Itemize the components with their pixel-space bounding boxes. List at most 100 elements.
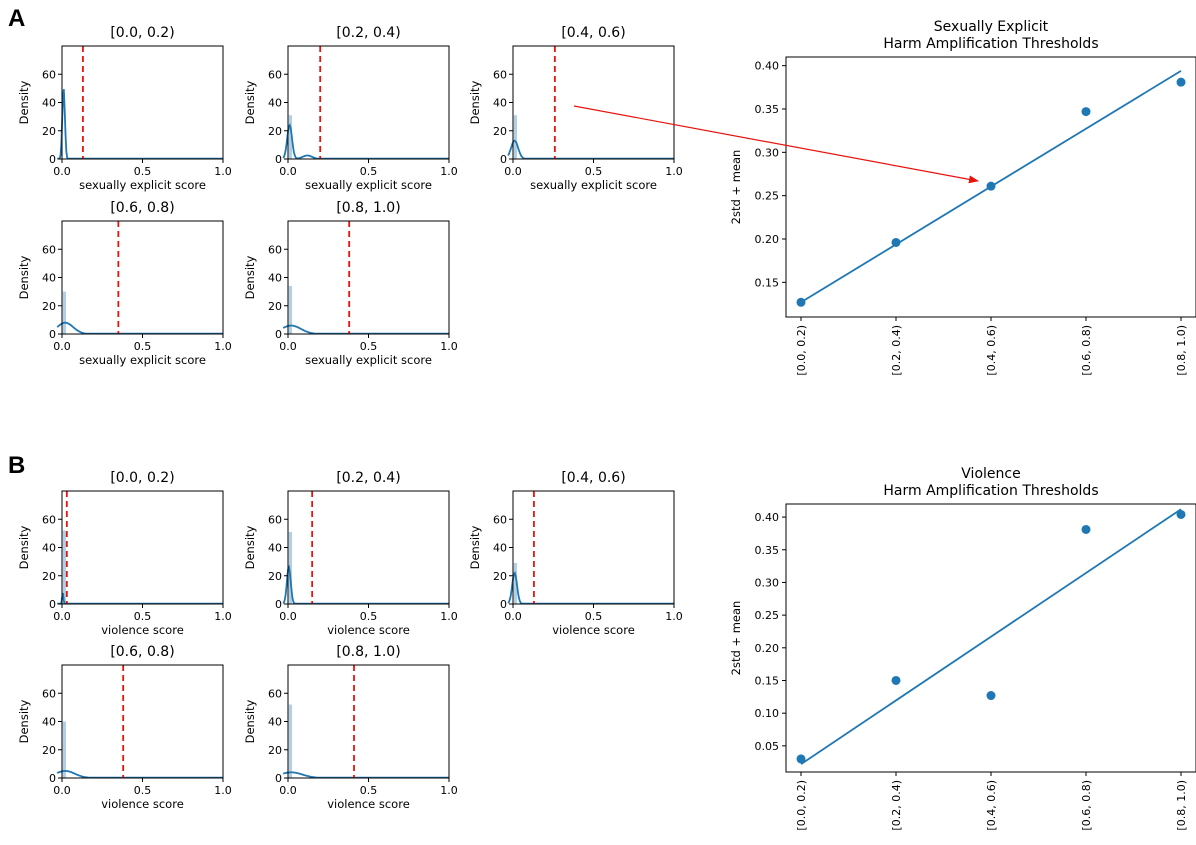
- x-axis-label: sexually explicit score: [305, 353, 432, 367]
- distribution-subplot: 0 20 40 60 0.0 0.5 1.0 [0.2, 0.4) violence score…: [243, 470, 458, 637]
- y-tick-label: 0.35: [755, 103, 780, 116]
- y-tick-label: 60: [268, 68, 282, 81]
- chart-title: Sexually Explicit: [934, 19, 1049, 35]
- axes-frame: [785, 503, 1196, 773]
- kde-curve: [507, 139, 674, 160]
- y-tick-label: 60: [268, 513, 282, 526]
- histogram-bar: [288, 704, 293, 778]
- y-tick-label: 0: [275, 772, 282, 785]
- y-tick-label: 0.15: [755, 674, 780, 687]
- y-axis-label: Density: [243, 525, 257, 569]
- y-tick-label: 0: [49, 328, 56, 341]
- subplot-title: [0.0, 0.2): [110, 470, 174, 486]
- data-point: [796, 754, 806, 764]
- x-axis-label: violence score: [101, 623, 184, 637]
- kde-curve: [507, 571, 674, 605]
- threshold-arrow: [573, 105, 979, 184]
- y-tick-label: 40: [42, 97, 56, 110]
- data-point: [1081, 524, 1091, 534]
- x-tick-label: 1.0: [440, 610, 458, 623]
- x-axis-label: sexually explicit score: [305, 178, 432, 192]
- x-tick-label: 0.0: [53, 610, 71, 623]
- y-tick-label: 60: [42, 513, 56, 526]
- y-tick-label: 20: [268, 744, 282, 757]
- axes-frame: [287, 45, 450, 160]
- x-tick-label: [0.4, 0.6): [985, 325, 998, 376]
- kde-curve: [282, 564, 449, 605]
- y-tick-label: 0.40: [755, 511, 780, 524]
- x-tick-label: 0.0: [53, 784, 71, 797]
- subplot-title: [0.6, 0.8): [110, 200, 174, 216]
- x-tick-label: 0.0: [53, 165, 71, 178]
- y-axis-label: Density: [468, 525, 482, 569]
- y-tick-label: 20: [42, 300, 56, 313]
- x-tick-label: 0.5: [134, 165, 152, 178]
- x-axis-label: violence score: [327, 623, 410, 637]
- x-tick-label: 1.0: [214, 340, 232, 353]
- x-axis-label: violence score: [327, 797, 410, 811]
- y-tick-label: 0.40: [755, 60, 780, 73]
- panel-label-b: B: [8, 452, 25, 479]
- axes-frame: [61, 45, 224, 160]
- x-tick-label: [0.8, 1.0): [1175, 325, 1188, 376]
- y-axis-label: Density: [17, 525, 31, 569]
- y-tick-label: 0: [500, 153, 507, 166]
- y-tick-label: 20: [493, 570, 507, 583]
- y-axis-label: Density: [17, 80, 31, 124]
- y-tick-label: 0: [49, 772, 56, 785]
- y-tick-label: 60: [268, 687, 282, 700]
- x-axis-label: sexually explicit score: [530, 178, 657, 192]
- y-tick-label: 40: [268, 272, 282, 285]
- y-axis-label: 2std + mean: [729, 150, 743, 225]
- data-point: [1176, 509, 1186, 519]
- histogram-bar: [288, 531, 293, 604]
- y-tick-label: 60: [42, 68, 56, 81]
- panel-label-a: A: [8, 5, 25, 32]
- y-axis-label: Density: [243, 80, 257, 124]
- y-tick-label: 40: [42, 542, 56, 555]
- x-tick-label: 1.0: [665, 610, 683, 623]
- y-tick-label: 0: [500, 598, 507, 611]
- x-tick-label: [0.6, 0.8): [1080, 780, 1093, 831]
- kde-curve: [57, 592, 223, 605]
- y-tick-label: 0.30: [755, 576, 780, 589]
- y-tick-label: 20: [268, 570, 282, 583]
- kde-curve: [56, 769, 223, 779]
- distribution-subplot: 0 20 40 60 0.0 0.5 1.0 [0.0, 0.2) violence score…: [17, 470, 232, 637]
- y-tick-label: 0: [275, 153, 282, 166]
- x-tick-label: 0.0: [279, 340, 297, 353]
- x-tick-label: 0.5: [134, 610, 152, 623]
- data-point: [986, 691, 996, 701]
- data-point: [796, 297, 806, 307]
- threshold-plot: 0.15 0.20 0.25 0.30 0.35 0.40 [0.0, 0.2) [0.2, …: [729, 19, 1196, 376]
- chart-title: Violence: [961, 466, 1020, 482]
- distribution-subplot: 0 20 40 60 0.0 0.5 1.0 [0.0, 0.2) sexually expli…: [17, 25, 232, 192]
- y-tick-label: 20: [42, 125, 56, 138]
- chart-title: Harm Amplification Thresholds: [883, 36, 1098, 52]
- x-tick-label: 0.5: [360, 610, 378, 623]
- distribution-subplot: 0 20 40 60 0.0 0.5 1.0 [0.6, 0.8) sexually expli…: [17, 200, 232, 367]
- fit-line: [800, 508, 1182, 765]
- y-axis-label: Density: [243, 699, 257, 743]
- y-tick-label: 0.30: [755, 146, 780, 159]
- x-tick-label: 0.0: [279, 784, 297, 797]
- y-tick-label: 0: [49, 153, 56, 166]
- y-tick-label: 60: [493, 68, 507, 81]
- y-tick-label: 0.10: [755, 707, 780, 720]
- y-tick-label: 0.20: [755, 642, 780, 655]
- distribution-subplot: 0 20 40 60 0.0 0.5 1.0 [0.4, 0.6) sexually expli…: [468, 25, 683, 192]
- histogram-bar: [288, 115, 293, 159]
- x-tick-label: 1.0: [665, 165, 683, 178]
- x-tick-label: 0.5: [360, 784, 378, 797]
- x-tick-label: 1.0: [214, 610, 232, 623]
- x-axis-label: violence score: [101, 797, 184, 811]
- x-axis-label: sexually explicit score: [79, 178, 206, 192]
- distribution-subplot: 0 20 40 60 0.0 0.5 1.0 [0.8, 1.0) sexually expli…: [243, 200, 458, 367]
- subplot-title: [0.6, 0.8): [110, 644, 174, 660]
- axes-frame: [287, 220, 450, 335]
- axes-frame: [512, 490, 675, 605]
- x-tick-label: [0.2, 0.4): [890, 325, 903, 376]
- x-tick-label: 1.0: [440, 340, 458, 353]
- x-tick-label: 1.0: [440, 165, 458, 178]
